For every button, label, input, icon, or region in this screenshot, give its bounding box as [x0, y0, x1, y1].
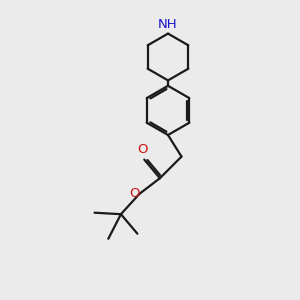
Text: NH: NH	[158, 18, 178, 31]
Text: O: O	[137, 143, 148, 156]
Text: O: O	[129, 187, 140, 200]
